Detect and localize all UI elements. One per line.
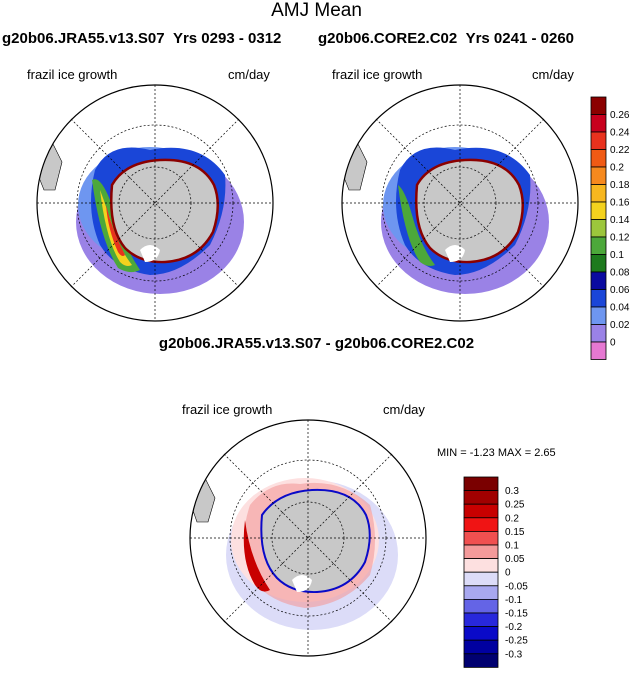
bottom-colorbar-swatch: [463, 653, 499, 668]
top-colorbar-swatch: [590, 201, 607, 220]
bottom-colorbar-label: 0.1: [505, 541, 519, 552]
top-colorbar-label: 0.24: [610, 128, 630, 139]
bottom-colorbar-swatch: [463, 544, 499, 560]
diff-antarctica: [260, 488, 371, 594]
top-colorbar-swatch: [590, 114, 607, 133]
top-colorbar-swatch: [590, 306, 607, 325]
top-colorbar-swatch: [590, 219, 607, 238]
bottom-colorbar-swatch: [463, 503, 499, 519]
top-colorbar-swatch: [590, 96, 607, 115]
top-colorbar-label: 0.06: [610, 285, 630, 296]
bottom-colorbar-swatch: [463, 639, 499, 655]
bottom-colorbar-swatch: [463, 531, 499, 546]
top-colorbar-label: 0.02: [610, 320, 630, 331]
left-years: Yrs 0293 - 0312: [172, 30, 282, 47]
bottom-colorbar-label: 0: [505, 568, 511, 579]
diff-variable-label: frazil ice growth: [182, 402, 273, 417]
diff-units-label: cm/day: [383, 402, 425, 417]
left-run-title: g20b06.JRA55.v13.S07 Yrs 0293 - 0312: [2, 30, 281, 47]
bottom-colorbar-swatch: [463, 599, 499, 614]
bottom-colorbar-label: -0.15: [505, 609, 528, 620]
bottom-colorbar-label: -0.1: [505, 595, 523, 606]
diff-minmax-label: MIN = -1.23 MAX = 2.65: [437, 447, 556, 459]
top-colorbar-label: 0.14: [610, 215, 630, 226]
top-colorbar-label: 0.2: [610, 163, 624, 174]
right-years: Yrs 0241 - 0260: [465, 30, 574, 47]
bottom-colorbar-label: -0.2: [505, 622, 523, 633]
top-colorbar-swatch: [590, 149, 607, 168]
top-colorbar-swatch: [590, 324, 607, 343]
top-colorbar-label: 0.04: [610, 303, 630, 314]
bottom-colorbar: 0.3 0.25 0.2 0.15 0.1 0.05 0 -0.05 -0.1 -0.15 -0.2…: [463, 476, 528, 668]
top-colorbar-swatch: [590, 271, 607, 290]
right-run-title: g20b06.CORE2.C02 Yrs 0241 - 0260: [318, 30, 574, 47]
right-run-name: g20b06.CORE2.C02: [318, 30, 458, 47]
right-variable-label: frazil ice growth: [332, 67, 423, 82]
left-units-label: cm/day: [228, 67, 270, 82]
top-colorbar-label: 0.18: [610, 180, 630, 191]
bottom-colorbar-swatch: [463, 612, 499, 628]
top-colorbar-label: 0.12: [610, 233, 630, 244]
left-run-name: g20b06.JRA55.v13.S07: [2, 30, 165, 47]
top-colorbar: 0.26 0.24 0.22 0.2 0.18 0.16 0.14 0.12 0.1 0.08 0.…: [590, 96, 630, 360]
top-colorbar-label: 0: [610, 338, 616, 349]
right-antarctica: [415, 158, 524, 264]
bottom-colorbar-swatch: [463, 558, 499, 573]
bottom-colorbar-swatch: [463, 476, 499, 492]
top-colorbar-swatch: [590, 166, 607, 185]
top-colorbar-swatch: [590, 254, 607, 273]
bottom-colorbar-swatch: [463, 571, 499, 587]
bottom-colorbar-swatch: [463, 626, 499, 641]
top-colorbar-swatch: [590, 341, 607, 360]
left-variable-label: frazil ice growth: [27, 67, 118, 82]
bottom-colorbar-label: 0.2: [505, 513, 519, 524]
bottom-colorbar-label: 0.05: [505, 554, 525, 565]
figure-title: AMJ Mean: [271, 0, 362, 21]
bottom-colorbar-label: -0.05: [505, 581, 528, 592]
right-units-label: cm/day: [532, 67, 574, 82]
left-antarctica: [110, 158, 219, 264]
top-colorbar-label: 0.08: [610, 268, 630, 279]
bottom-colorbar-label: 0.25: [505, 500, 525, 511]
bottom-colorbar-swatch: [463, 490, 499, 505]
bottom-colorbar-label: -0.3: [505, 649, 523, 660]
top-colorbar-label: 0.26: [610, 110, 630, 121]
bottom-colorbar-swatch: [463, 517, 499, 532]
diff-title: g20b06.JRA55.v13.S07 - g20b06.CORE2.C02: [158, 335, 475, 352]
top-colorbar-label: 0.1: [610, 250, 624, 261]
top-colorbar-label: 0.16: [610, 198, 630, 209]
bottom-colorbar-label: 0.3: [505, 486, 519, 497]
bottom-colorbar-label: -0.25: [505, 636, 528, 647]
top-colorbar-swatch: [590, 236, 607, 255]
top-colorbar-swatch: [590, 131, 607, 150]
bottom-colorbar-swatch: [463, 585, 499, 600]
bottom-colorbar-label: 0.15: [505, 527, 525, 538]
top-colorbar-label: 0.22: [610, 145, 630, 156]
top-colorbar-swatch: [590, 184, 607, 203]
top-colorbar-swatch: [590, 289, 607, 308]
